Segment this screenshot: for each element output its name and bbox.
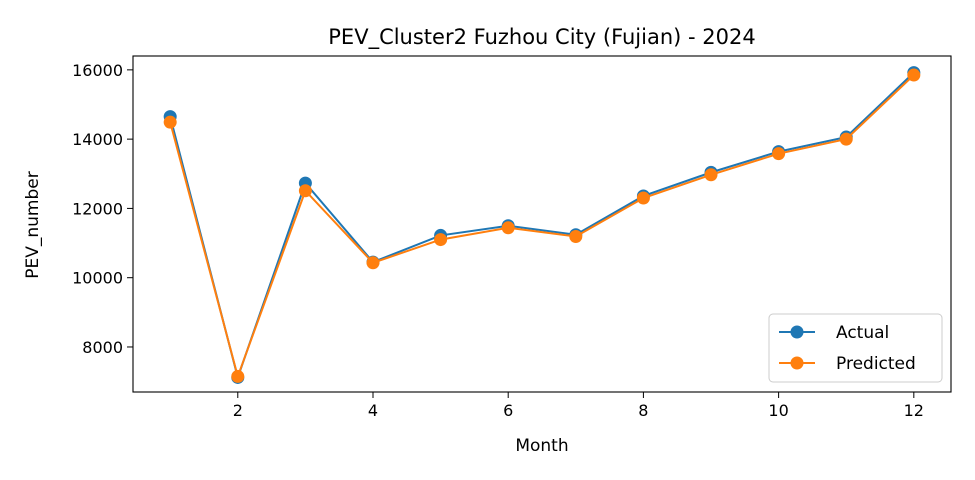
series-predicted [163, 68, 921, 383]
data-point-predicted [569, 229, 583, 243]
x-axis-label: Month [515, 436, 568, 456]
data-point-predicted [907, 68, 921, 82]
x-tick-label: 10 [768, 401, 788, 420]
series-line-actual [169, 71, 915, 381]
legend: Actual Predicted [768, 313, 943, 383]
chart-title: PEV_Cluster2 Fuzhou City (Fujian) - 2024 [328, 25, 755, 50]
axis-ticks: 2 4 6 8 10 12 8000 10000 12000 14000 16000 [72, 61, 924, 420]
data-point-predicted [772, 147, 786, 161]
data-point-predicted [231, 369, 245, 383]
data-point-predicted [366, 256, 380, 270]
legend-entry: Actual [836, 323, 889, 343]
x-tick-label: 12 [904, 401, 924, 420]
legend-marker [790, 356, 804, 370]
legend-entry: Predicted [836, 354, 916, 374]
legend-marker [790, 325, 804, 339]
y-tick-label: 14000 [72, 130, 123, 149]
data-point-predicted [704, 168, 718, 182]
x-tick-label: 8 [638, 401, 648, 420]
plot-area [163, 66, 921, 384]
x-tick-label: 2 [233, 401, 243, 420]
data-point-predicted [839, 132, 853, 146]
data-point-predicted [636, 191, 650, 205]
y-tick-label: 12000 [72, 199, 123, 218]
y-tick-label: 16000 [72, 61, 123, 80]
data-point-predicted [434, 233, 448, 247]
plot-frame [132, 55, 952, 393]
y-tick-label: 10000 [72, 269, 123, 288]
y-axis-label: PEV_number [23, 171, 43, 278]
x-tick-label: 4 [368, 401, 378, 420]
series-line-predicted [169, 74, 915, 380]
y-tick-label: 8000 [82, 338, 123, 357]
data-point-predicted [163, 115, 177, 129]
data-point-predicted [298, 184, 312, 198]
x-tick-label: 6 [503, 401, 513, 420]
data-point-predicted [501, 221, 515, 235]
